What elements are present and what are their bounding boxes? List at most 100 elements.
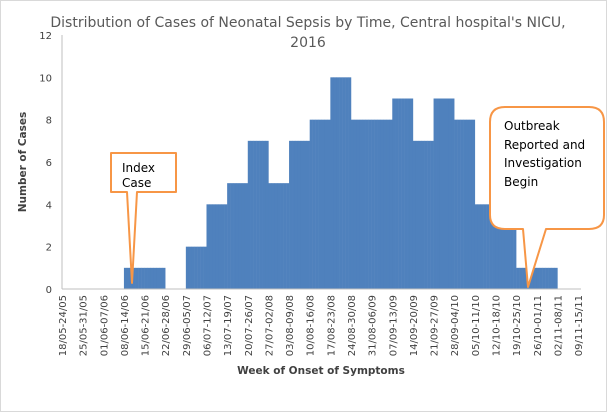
x-tick-label: 25/05-31/05 [79,295,90,356]
bar [421,140,425,289]
bar [132,267,136,289]
bar [507,225,511,289]
bar [477,204,481,289]
bar [480,204,484,289]
bar [327,119,331,289]
bar [244,183,249,289]
bar [215,204,219,289]
bar [238,183,243,289]
x-tick-label: 24/08-30/08 [347,295,358,356]
x-tick-label: 28/09-04/10 [450,295,461,356]
bar [221,204,225,289]
bar [539,267,543,289]
bar [159,267,163,289]
bar [241,183,246,289]
bar [398,98,402,289]
callout-outbreak-line-1: Outbreak [504,119,560,133]
bar [277,183,281,289]
bar [516,267,520,289]
bar [359,119,364,289]
bar [492,204,496,289]
x-tick-label: 06/07-12/07 [203,295,214,356]
bar [386,119,390,289]
bar [460,119,464,289]
bar [495,225,499,289]
bar [141,267,145,289]
bar [227,183,231,289]
bar [247,140,251,289]
chart-title-line-1: Distribution of Cases of Neonatal Sepsis… [50,15,565,31]
y-tick-label: 12 [39,31,52,42]
bar [536,267,540,289]
x-tick-label: 05/10-11/10 [471,295,482,356]
y-tick-label: 8 [46,116,52,127]
x-ticks-group: 18/05-24/05 25/05-31/05 01/06-07/06 08/06-1… [58,295,585,356]
bar [185,246,190,289]
bar [268,183,272,289]
bar [294,140,299,289]
x-tick-label: 17/08-23/08 [326,295,337,356]
callout-index-case-shape [110,152,177,284]
bar [144,267,148,289]
bar [377,119,381,289]
bar [194,246,198,289]
x-tick-label: 21/09-27/09 [430,295,441,356]
bar [135,267,139,289]
bar [433,98,437,289]
bar [371,119,375,289]
bar [471,119,476,289]
bar [451,98,455,289]
x-tick-label: 01/06-07/06 [99,295,110,356]
bar [280,183,284,289]
callout-outbreak-line-3: Investigation [504,156,582,170]
bar [312,119,316,289]
chart-title-line-2: 2016 [290,35,326,51]
bar [250,140,254,289]
bar [510,225,514,289]
bar [265,140,269,289]
bar [498,225,502,289]
bar [342,77,346,289]
callout-outbreak: Outbreak Reported and Investigation Begi… [489,106,605,288]
x-tick-label: 03/08-09/08 [285,295,296,356]
bar [463,119,467,289]
bar [445,98,449,289]
bar [218,204,222,289]
bar [551,267,555,289]
bar [197,246,201,289]
bar [230,183,234,289]
x-tick-label: 27/07-02/08 [264,295,275,356]
bar [368,119,372,289]
bar [271,183,275,289]
bar [439,98,443,289]
x-axis-title: Week of Onset of Symptoms [237,365,405,377]
x-tick-label: 02/11-08/11 [553,295,564,356]
x-tick-label: 29/06-05/07 [182,295,193,356]
bar [339,77,343,289]
bar [345,77,349,289]
bar [409,98,414,289]
bar [519,267,523,289]
bar [188,246,192,289]
bar [336,77,340,289]
bar [315,119,319,289]
bar [162,267,166,289]
y-tick-label: 2 [46,243,52,254]
x-tick-label: 26/10-01/11 [533,295,544,356]
bar [436,98,440,289]
callout-outbreak-line-2: Reported and [504,138,585,152]
bar [283,183,287,289]
bar [259,140,263,289]
callout-index-case: Index Case [110,152,177,284]
bar [300,140,305,289]
callout-index-case-line-2: Case [122,176,151,190]
bar [330,77,334,289]
bar [483,204,487,289]
bar [321,119,325,289]
bar [542,267,546,289]
bar [289,140,293,289]
x-tick-label: 31/08-06/09 [368,295,379,356]
bar [548,267,552,289]
bar [442,98,446,289]
